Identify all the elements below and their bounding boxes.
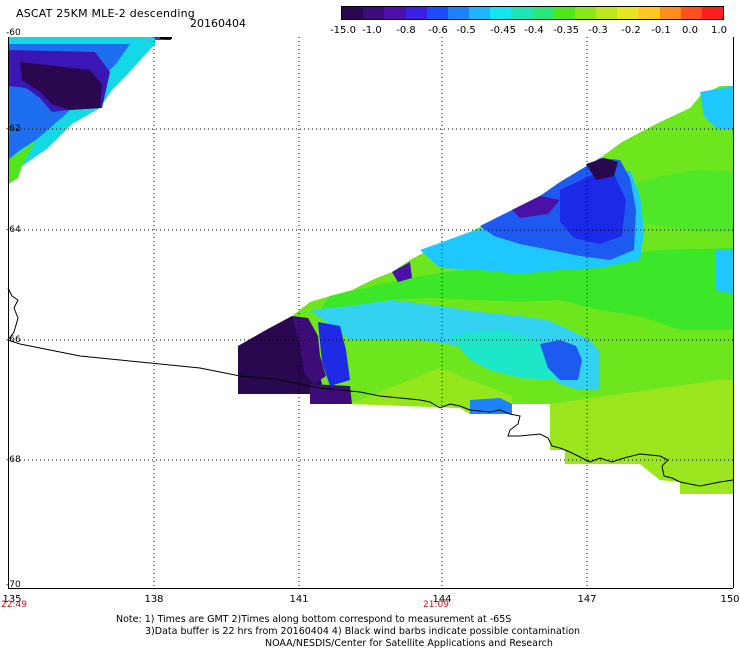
lon-label: 138 <box>144 594 164 605</box>
colorbar-label: -1.0 <box>362 25 382 36</box>
colorbar <box>341 6 724 20</box>
lon-label: 144 <box>432 594 452 605</box>
lat-label: -70 <box>6 580 21 590</box>
colorbar-label: -0.45 <box>490 25 516 36</box>
swath-edge-mark <box>160 37 172 39</box>
colorbar-segment <box>384 7 406 19</box>
colorbar-segment <box>701 7 724 19</box>
colorbar-segment <box>342 7 364 19</box>
colorbar-segment <box>638 7 660 19</box>
colorbar-segment <box>574 7 597 19</box>
data-swath-topleft <box>8 37 171 184</box>
lat-label: -64 <box>6 225 21 235</box>
colorbar-label: 0.0 <box>682 25 698 36</box>
colorbar-label: -0.6 <box>428 25 448 36</box>
colorbar-label: -15.0 <box>330 25 356 36</box>
time-label: 22:49 <box>1 600 27 610</box>
lon-label: 150 <box>720 594 740 605</box>
lon-label: 141 <box>289 594 309 605</box>
colorbar-segment <box>511 7 533 19</box>
colorbar-segment <box>617 7 639 19</box>
map-title: ASCAT 25KM MLE-2 descending <box>16 7 195 20</box>
colorbar-segment <box>553 7 575 19</box>
colorbar-segment <box>680 7 702 19</box>
colorbar-label: 1.0 <box>711 25 727 36</box>
note-line: Note: 1) Times are GMT 2)Times along bot… <box>116 614 512 625</box>
map-date: 20160404 <box>190 17 246 30</box>
colorbar-segment <box>490 7 512 19</box>
colorbar-segment <box>363 7 385 19</box>
colorbar-segment <box>469 7 491 19</box>
lon-label: 147 <box>577 594 597 605</box>
lon-label: 135 <box>2 594 22 605</box>
lat-label: -60 <box>6 28 21 38</box>
colorbar-segment <box>405 7 427 19</box>
lat-label: -62 <box>6 124 21 134</box>
colorbar-label: -0.35 <box>553 25 579 36</box>
data-swath-main <box>238 86 733 494</box>
coastline <box>7 287 734 487</box>
colorbar-segment <box>659 7 681 19</box>
note-line: 3)Data buffer is 22 hrs from 20160404 4)… <box>145 626 581 637</box>
colorbar-segment <box>532 7 554 19</box>
lat-label: -68 <box>6 455 21 465</box>
colorbar-segment <box>426 7 448 19</box>
colorbar-label: -0.8 <box>396 25 416 36</box>
lat-label: -66 <box>6 335 21 345</box>
colorbar-label: -0.1 <box>651 25 671 36</box>
colorbar-segment <box>596 7 618 19</box>
colorbar-label: -0.5 <box>456 25 476 36</box>
note-line: NOAA/NESDIS/Center for Satellite Applica… <box>265 638 553 649</box>
colorbar-label: -0.4 <box>524 25 544 36</box>
time-label: 21:09 <box>423 600 449 610</box>
colorbar-label: -0.2 <box>621 25 641 36</box>
colorbar-segment <box>447 7 470 19</box>
colorbar-label: -0.3 <box>588 25 608 36</box>
graticule <box>8 37 733 588</box>
map-frame <box>8 37 734 589</box>
